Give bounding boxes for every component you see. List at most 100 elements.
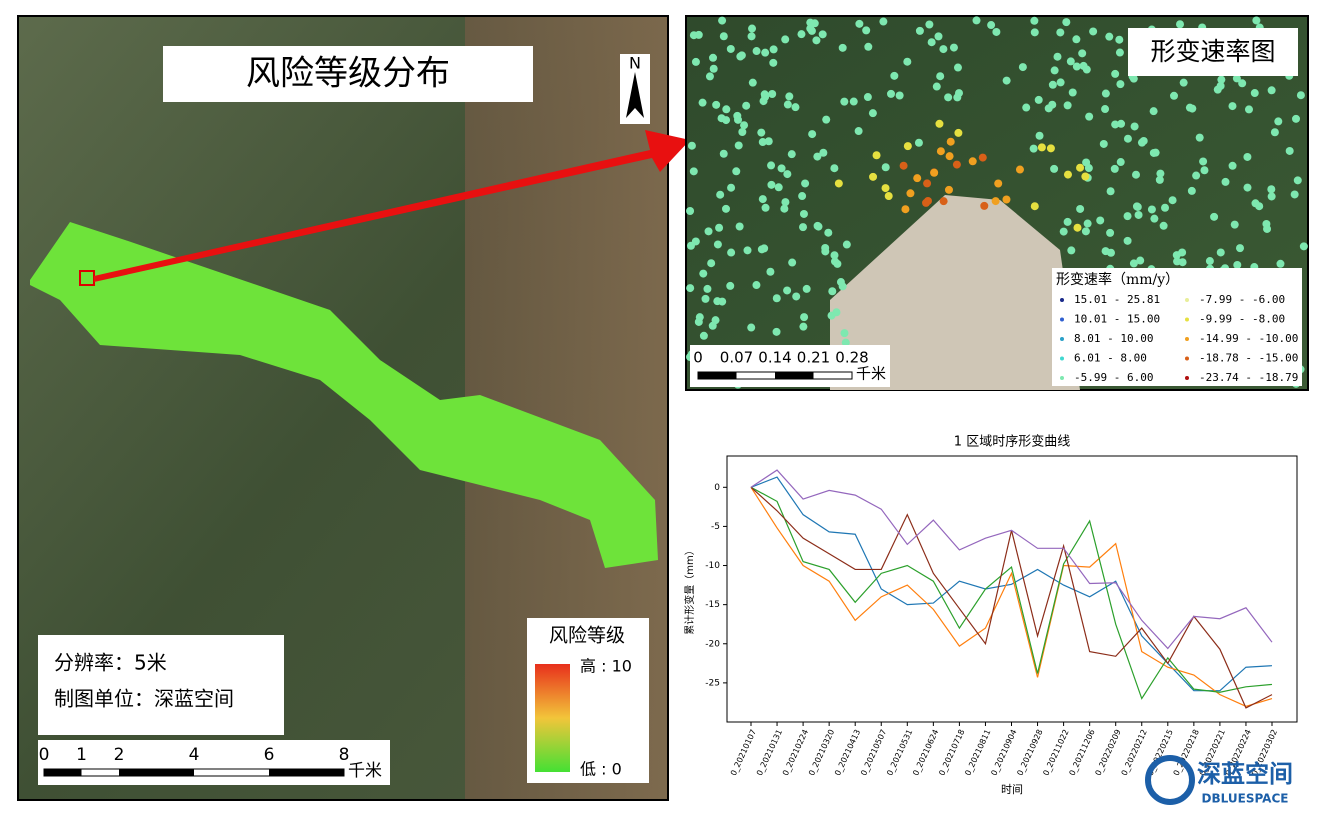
scale-box [38,740,390,785]
dot [840,329,849,338]
dot [1101,247,1110,256]
dot [1105,32,1114,41]
dot [812,36,821,45]
legend-label: -7.99 - -6.00 [1199,293,1285,306]
title-box [163,46,533,102]
legend-swatch [1060,376,1064,380]
dot [1210,212,1219,221]
dot [1205,257,1214,266]
dot [1228,102,1237,111]
dot [1238,79,1247,88]
dot [715,223,724,232]
dot [1149,148,1158,157]
dot [781,35,790,44]
x-tick-label: 0_20210904 [989,728,1018,777]
dot [806,24,815,33]
north-arrow [626,72,644,118]
legend-label: 15.01 - 25.81 [1074,293,1160,306]
legend-label: 6.01 - 8.00 [1074,352,1147,365]
legend-label: -14.99 - -10.00 [1199,332,1298,345]
info-box [38,635,284,735]
scale-label: 0 [39,745,50,765]
x-axis-label: 时间 [1001,783,1023,796]
dot [691,57,700,66]
arrow [94,130,690,282]
dot [1139,136,1148,145]
legend-label: -5.99 - 6.00 [1074,371,1153,384]
dot [1131,170,1140,179]
dot [1111,69,1120,78]
x-tick-label: 0_20210507 [859,728,888,777]
dot [799,223,808,232]
dot [733,111,742,120]
dot [879,17,888,26]
dot [833,259,842,268]
dot [838,43,847,52]
dot [787,150,796,159]
dot [930,168,939,177]
dot [1056,78,1065,87]
dot [987,21,996,30]
dot [1034,95,1043,104]
dot [719,32,728,41]
dot [946,137,955,146]
dot [727,183,736,192]
dot [895,91,904,100]
dot [758,138,767,147]
dot [802,284,811,293]
dot [1030,28,1039,37]
dot [1111,120,1120,129]
x-tick-label: 0_20210811 [963,728,992,777]
scale-box [690,345,890,387]
dot [890,71,899,80]
dot [1035,131,1044,140]
dot [899,161,908,170]
dot [698,98,707,107]
legend-label: 10.01 - 15.00 [1074,313,1160,326]
dot [699,331,708,340]
dot [1046,144,1055,153]
dot [1050,164,1059,173]
x-tick-label: 0_20210531 [885,728,914,777]
dot [836,278,845,287]
dot [1068,88,1077,97]
dot [798,192,807,201]
dot [849,97,858,106]
dot [701,294,710,303]
x-tick-label: 0_20210320 [807,728,836,777]
dot [1129,259,1138,268]
dot [1252,16,1261,25]
dot [783,286,792,295]
dot [1029,144,1038,153]
series-line [750,469,1273,650]
dot [1123,134,1132,143]
dot [903,57,912,66]
logo-name: 深蓝空间 [1197,760,1293,788]
dot [923,179,932,188]
dot [780,204,789,213]
dot [1228,161,1237,170]
dot [953,93,962,102]
dot [1116,158,1125,167]
dot [699,269,708,278]
dot [767,161,776,170]
dot [1073,223,1082,232]
dot [783,170,792,179]
dot [934,32,943,41]
dot [716,190,725,199]
logo-mark [1145,755,1195,805]
dot [1106,228,1115,237]
dot [1067,246,1076,255]
dot [726,44,735,53]
legend-swatch [1060,298,1064,302]
dot [1078,49,1087,58]
dot [747,32,756,41]
dot [944,93,953,102]
dot [735,222,744,231]
dot [1176,20,1185,29]
dot [1066,57,1075,66]
dot [766,267,775,276]
dot [1030,202,1039,211]
y-tick-label: 0 [714,483,720,493]
